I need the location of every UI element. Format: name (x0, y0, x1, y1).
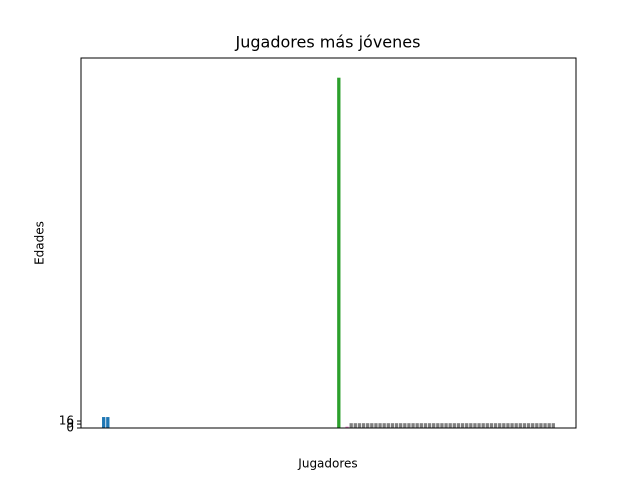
bar (415, 423, 419, 428)
bar (349, 423, 353, 428)
bar (526, 423, 531, 428)
bar (489, 423, 494, 428)
bar (510, 423, 514, 428)
bar (465, 423, 469, 428)
bar (403, 423, 407, 428)
bar (361, 423, 366, 428)
bar (493, 423, 498, 428)
bar (353, 423, 357, 428)
bar (390, 423, 395, 428)
bar (337, 77, 341, 429)
bar (436, 423, 440, 428)
y-tick-label: 0 (66, 421, 74, 435)
bar (506, 423, 510, 428)
bar (411, 423, 415, 428)
bar (427, 423, 432, 428)
bar (345, 426, 349, 428)
bar (498, 423, 502, 428)
bar (514, 423, 518, 428)
bar (394, 423, 399, 428)
bar (386, 423, 390, 428)
bar (543, 423, 547, 428)
bar (378, 423, 382, 428)
bar (456, 423, 461, 428)
bar (357, 423, 362, 428)
bar (423, 423, 428, 428)
bar (407, 423, 411, 428)
bar (374, 423, 378, 428)
bar (452, 423, 456, 428)
bar (535, 423, 539, 428)
bar (460, 423, 465, 428)
bar (473, 423, 477, 428)
y-tick-label: 16 (59, 413, 74, 427)
bar (551, 423, 555, 428)
bar (444, 423, 448, 428)
chart-title: Jugadores más jóvenes (235, 33, 421, 52)
y-axis-label: Edades (33, 221, 47, 265)
bar (399, 423, 403, 428)
bar (382, 423, 386, 428)
bar (531, 423, 535, 428)
x-axis-label: Jugadores (297, 457, 357, 471)
bar (440, 423, 444, 428)
bar (448, 423, 452, 428)
bar (477, 423, 481, 428)
bar (370, 423, 374, 428)
y-tick-label: 9 (66, 417, 74, 431)
bar (539, 423, 543, 428)
bar (106, 417, 110, 428)
bar (419, 423, 423, 428)
bar (366, 423, 370, 428)
bar (547, 423, 551, 428)
axes-frame (80, 57, 577, 429)
bar (102, 417, 106, 428)
bar (502, 423, 506, 428)
bar (481, 423, 485, 428)
bar (518, 423, 522, 428)
bar (469, 423, 473, 428)
bar (432, 423, 436, 428)
bar (522, 423, 527, 428)
bar (485, 423, 489, 428)
